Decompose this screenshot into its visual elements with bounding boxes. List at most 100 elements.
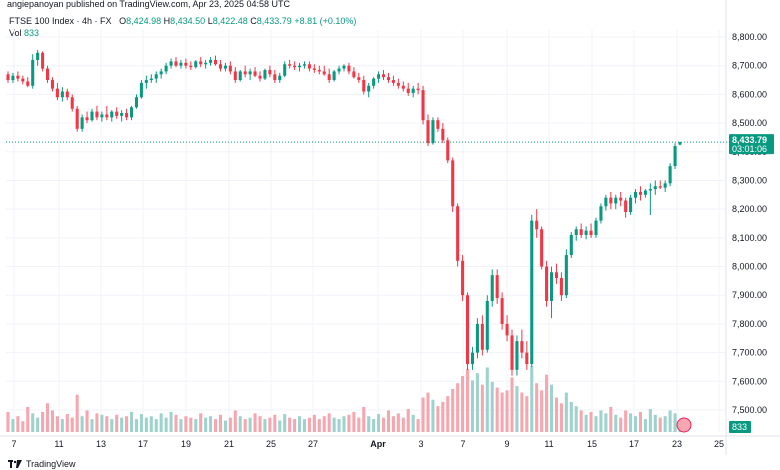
candle-body — [273, 74, 277, 81]
volume-bar — [6, 411, 10, 432]
candle-body — [258, 75, 262, 79]
candle-body — [475, 323, 479, 353]
volume-bar — [372, 419, 376, 432]
volume-bar — [125, 416, 129, 432]
candle-body — [189, 65, 193, 68]
candle-body — [436, 120, 440, 129]
volume-bar — [228, 417, 232, 432]
candle-body — [668, 166, 672, 184]
candle-body — [549, 272, 554, 301]
candle-body — [120, 113, 124, 116]
candle-body — [41, 52, 45, 69]
candle-body — [629, 197, 633, 213]
publisher-bar: angiepanoyan published on TradingView.co… — [0, 0, 780, 11]
candle-body — [144, 80, 148, 83]
candle-body — [149, 78, 153, 81]
volume-bar — [589, 411, 593, 432]
candle-body — [391, 80, 395, 83]
volume-bar — [500, 392, 504, 432]
volume-row: Vol 833 — [9, 27, 356, 39]
volume-bar — [85, 410, 89, 432]
volume-bar — [584, 414, 588, 432]
volume-bar — [638, 411, 643, 432]
candle-body — [26, 81, 30, 86]
volume-bar — [149, 416, 153, 432]
x-tick-label: 19 — [181, 439, 191, 449]
avatar-marker-icon — [676, 417, 692, 433]
volume-bar — [505, 390, 509, 432]
candle-body — [288, 64, 292, 66]
volume-bar — [401, 417, 405, 432]
candle-body — [406, 88, 410, 93]
volume-bar — [317, 419, 321, 432]
candles — [6, 49, 682, 376]
volume-bar — [431, 399, 435, 432]
volume-bar — [218, 414, 223, 432]
candle-body — [223, 65, 227, 69]
candle-body — [55, 88, 59, 98]
y-tick-label: 8,700.00 — [732, 61, 767, 71]
volume-bar — [327, 413, 331, 432]
candle-body — [184, 62, 188, 66]
y-tick-label: 8,800.00 — [732, 32, 767, 42]
candle-body — [678, 142, 682, 145]
volume-bar — [90, 419, 94, 432]
candle-body — [105, 114, 109, 118]
candle-body — [545, 266, 549, 301]
volume-bar — [461, 376, 465, 432]
y-tick-label: 8,500.00 — [732, 118, 767, 128]
volume-bar — [283, 414, 287, 432]
volume-bar — [258, 416, 262, 432]
volume-bar — [268, 417, 272, 432]
x-axis[interactable]: 7 11 13 17 19 21 25 27 Apr 3 7 9 11 15 17 23 25 — [11, 439, 724, 449]
candle-body — [194, 61, 198, 68]
candle-body — [381, 74, 386, 78]
volume-bar — [381, 417, 386, 432]
candle-body — [90, 111, 94, 121]
volume-bar — [436, 406, 440, 432]
volume-bar — [515, 386, 519, 432]
volume-bar — [223, 420, 227, 432]
candle-body — [401, 85, 405, 89]
volume-bar — [179, 419, 183, 432]
volume-bar — [609, 406, 613, 432]
change-value: +8.81 (+0.10%) — [294, 16, 357, 26]
y-axis[interactable]: 8,800.008,700.008,600.008,500.008,400.00… — [732, 32, 767, 415]
candle-body — [663, 183, 667, 188]
volume-bar — [386, 410, 391, 432]
candle-body — [584, 230, 588, 235]
candle-body — [342, 65, 346, 69]
candle-body — [461, 260, 465, 296]
volume-bar — [391, 416, 395, 432]
candle-body — [658, 186, 662, 188]
y-tick-label: 8,300.00 — [732, 175, 767, 185]
volume-bar — [535, 383, 539, 432]
symbol-label[interactable]: FTSE 100 Index · 4h · FX — [9, 16, 112, 26]
volume-bar — [11, 419, 15, 432]
open-label: O — [119, 16, 127, 26]
volume-bar — [510, 377, 514, 432]
volume-bar — [302, 419, 307, 432]
countdown-label: 03:01:06 — [732, 144, 767, 154]
candle-body — [312, 68, 316, 70]
candle-body — [386, 77, 391, 81]
candle-body — [317, 69, 321, 72]
candle-body — [480, 323, 484, 350]
candle-body — [362, 80, 366, 92]
candle-body — [564, 255, 568, 296]
candle-body — [396, 82, 400, 86]
candle-body — [673, 146, 677, 167]
candle-body — [554, 272, 559, 279]
volume-bar — [100, 414, 104, 432]
candle-body — [263, 69, 267, 79]
candle-body — [653, 186, 657, 190]
volume-bar — [243, 419, 247, 432]
volume-bar — [110, 419, 114, 432]
y-tick-label: 8,000.00 — [732, 262, 767, 272]
volume-bar — [377, 414, 381, 432]
volume-bar — [213, 419, 218, 432]
volume-bar — [411, 414, 415, 432]
candle-body — [332, 71, 336, 81]
candle-body — [100, 114, 104, 118]
